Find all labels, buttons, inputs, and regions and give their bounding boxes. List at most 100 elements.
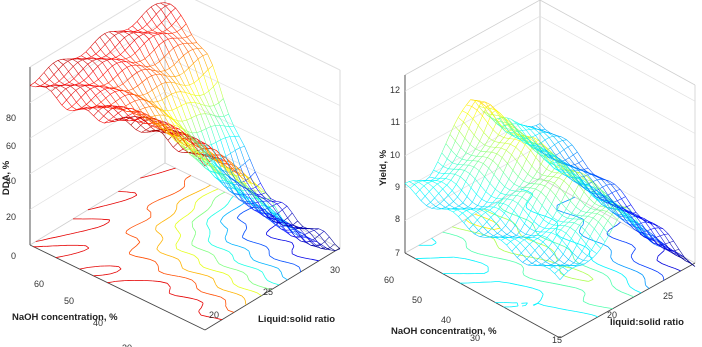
right-contour-line: [612, 260, 619, 265]
dda-mesh-line: [67, 60, 74, 67]
right-contour-line: [529, 195, 533, 200]
dda-mesh-line: [270, 198, 277, 202]
dda-mesh-line: [178, 43, 183, 46]
dda-mesh-line: [155, 74, 162, 85]
dda-mesh-line: [157, 128, 164, 131]
dda-mesh-line: [198, 79, 205, 95]
dda-mesh-line: [144, 43, 150, 55]
dda-mesh-line: [244, 146, 251, 160]
yield-mesh-line: [473, 166, 480, 171]
dda-mesh-line: [262, 205, 268, 207]
dda-mesh-line: [245, 175, 252, 180]
yield-mesh-line: [525, 187, 531, 193]
yield-mesh-line: [498, 208, 505, 214]
yield-mesh-line: [592, 213, 598, 219]
dda-mesh-line: [157, 101, 164, 111]
yield-mesh-line: [646, 229, 652, 235]
yield-mesh-line: [512, 195, 517, 201]
dda-mesh-line: [166, 129, 172, 131]
yield-mesh-line: [545, 228, 551, 233]
left-contour-line: [180, 263, 183, 269]
dda-mesh-line: [141, 15, 148, 25]
left-contour-line: [155, 229, 158, 232]
right-contour-line: [645, 266, 653, 270]
dda-mesh-line: [76, 102, 82, 109]
yield-mesh-line: [549, 224, 555, 229]
dda-mesh-line: [94, 86, 101, 92]
yield-mesh-line: [611, 214, 618, 220]
dda-mesh-line: [174, 75, 180, 77]
right-contour-line: [607, 246, 612, 251]
yield-mesh-line: [581, 243, 587, 252]
dda-mesh-line: [174, 76, 181, 85]
yield-mesh-line: [635, 212, 642, 219]
dda-mesh-line: [151, 117, 158, 124]
dda-mesh-line: [219, 180, 225, 183]
yield-mesh-line: [435, 177, 441, 181]
yield-mesh-line: [490, 146, 496, 148]
dda-mesh-line: [136, 72, 143, 83]
yield-mesh-line: [571, 206, 577, 214]
left-contour-line: [211, 244, 218, 248]
dda-mesh-line: [171, 25, 178, 32]
yield-mesh-line: [415, 189, 421, 195]
dda-mesh-line: [260, 192, 266, 195]
yield-mesh-line: [571, 231, 576, 239]
left-contour-line: [185, 277, 193, 281]
dda-mesh-line: [287, 212, 293, 219]
left-contour-line: [242, 237, 248, 241]
yield-mesh-line: [548, 223, 555, 226]
yield-mesh-line: [476, 185, 481, 195]
dda-mesh-line: [203, 94, 210, 107]
dda-mesh-line: [130, 124, 137, 131]
dda-mesh-line: [233, 183, 238, 186]
yield-mesh-line: [602, 211, 607, 217]
yield-mesh-line: [488, 113, 494, 116]
dda-mesh-line: [225, 156, 232, 173]
dda-mesh-line: [288, 226, 294, 228]
yield-mesh-line: [468, 118, 474, 129]
dda-mesh-line: [78, 80, 84, 84]
left-contour-line: [266, 228, 271, 233]
dda-mesh-line: [114, 118, 121, 120]
left-x-axis-line: [29, 244, 206, 331]
dda-mesh-line: [144, 38, 150, 44]
dda-mesh-line: [219, 125, 225, 127]
left-contour-line: [191, 244, 198, 249]
yield-mesh-line: [550, 262, 556, 266]
dda-mesh-line: [90, 41, 96, 48]
yield-mesh-line: [673, 250, 679, 254]
dda-mesh-line: [233, 193, 239, 195]
dda-mesh-line: [108, 120, 115, 122]
dda-mesh-line: [81, 107, 88, 110]
yield-mesh-line: [602, 186, 609, 196]
dda-mesh-line: [126, 67, 133, 77]
yield-mesh-line: [557, 247, 564, 255]
right-contour-line: [522, 269, 524, 273]
right-contour-line: [459, 228, 467, 231]
yield-mesh-line: [511, 154, 518, 162]
yield-mesh-line: [467, 214, 473, 219]
right-contour-line: [561, 200, 566, 204]
dda-mesh-line: [80, 85, 86, 88]
yield-mesh-line: [467, 113, 474, 119]
dda-mesh-line: [282, 209, 288, 219]
left-contour-line: [236, 217, 239, 220]
yield-mesh-line: [474, 233, 480, 237]
yield-mesh-line: [525, 228, 531, 235]
dda-mesh-line: [85, 92, 92, 101]
yield-mesh-line: [504, 205, 509, 214]
dda-mesh-line: [290, 235, 297, 238]
left-contour-line: [244, 229, 247, 233]
yield-mesh-line: [447, 195, 454, 202]
right-y-tick-label: 15: [552, 335, 562, 345]
dda-mesh-line: [195, 115, 202, 132]
dda-mesh-line: [115, 54, 121, 58]
yield-mesh-line: [494, 118, 500, 120]
left-contour-line: [196, 288, 202, 293]
yield-mesh-line: [582, 175, 587, 178]
dda-mesh-line: [199, 158, 206, 167]
yield-mesh-line: [568, 185, 575, 194]
yield-mesh-line: [596, 248, 602, 254]
left-contour-line: [166, 254, 173, 258]
